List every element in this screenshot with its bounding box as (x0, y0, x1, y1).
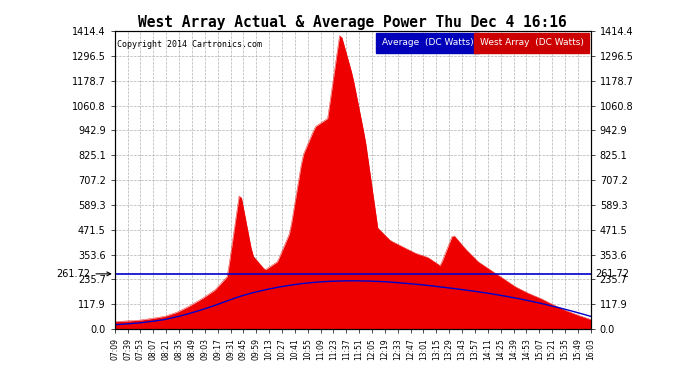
Legend: Average  (DC Watts), West Array  (DC Watts): Average (DC Watts), West Array (DC Watts… (377, 36, 586, 50)
Title: West Array Actual & Average Power Thu Dec 4 16:16: West Array Actual & Average Power Thu De… (138, 15, 567, 30)
Text: Copyright 2014 Cartronics.com: Copyright 2014 Cartronics.com (117, 40, 262, 49)
Text: 261.72: 261.72 (57, 269, 110, 279)
Text: 261.72: 261.72 (595, 269, 629, 279)
